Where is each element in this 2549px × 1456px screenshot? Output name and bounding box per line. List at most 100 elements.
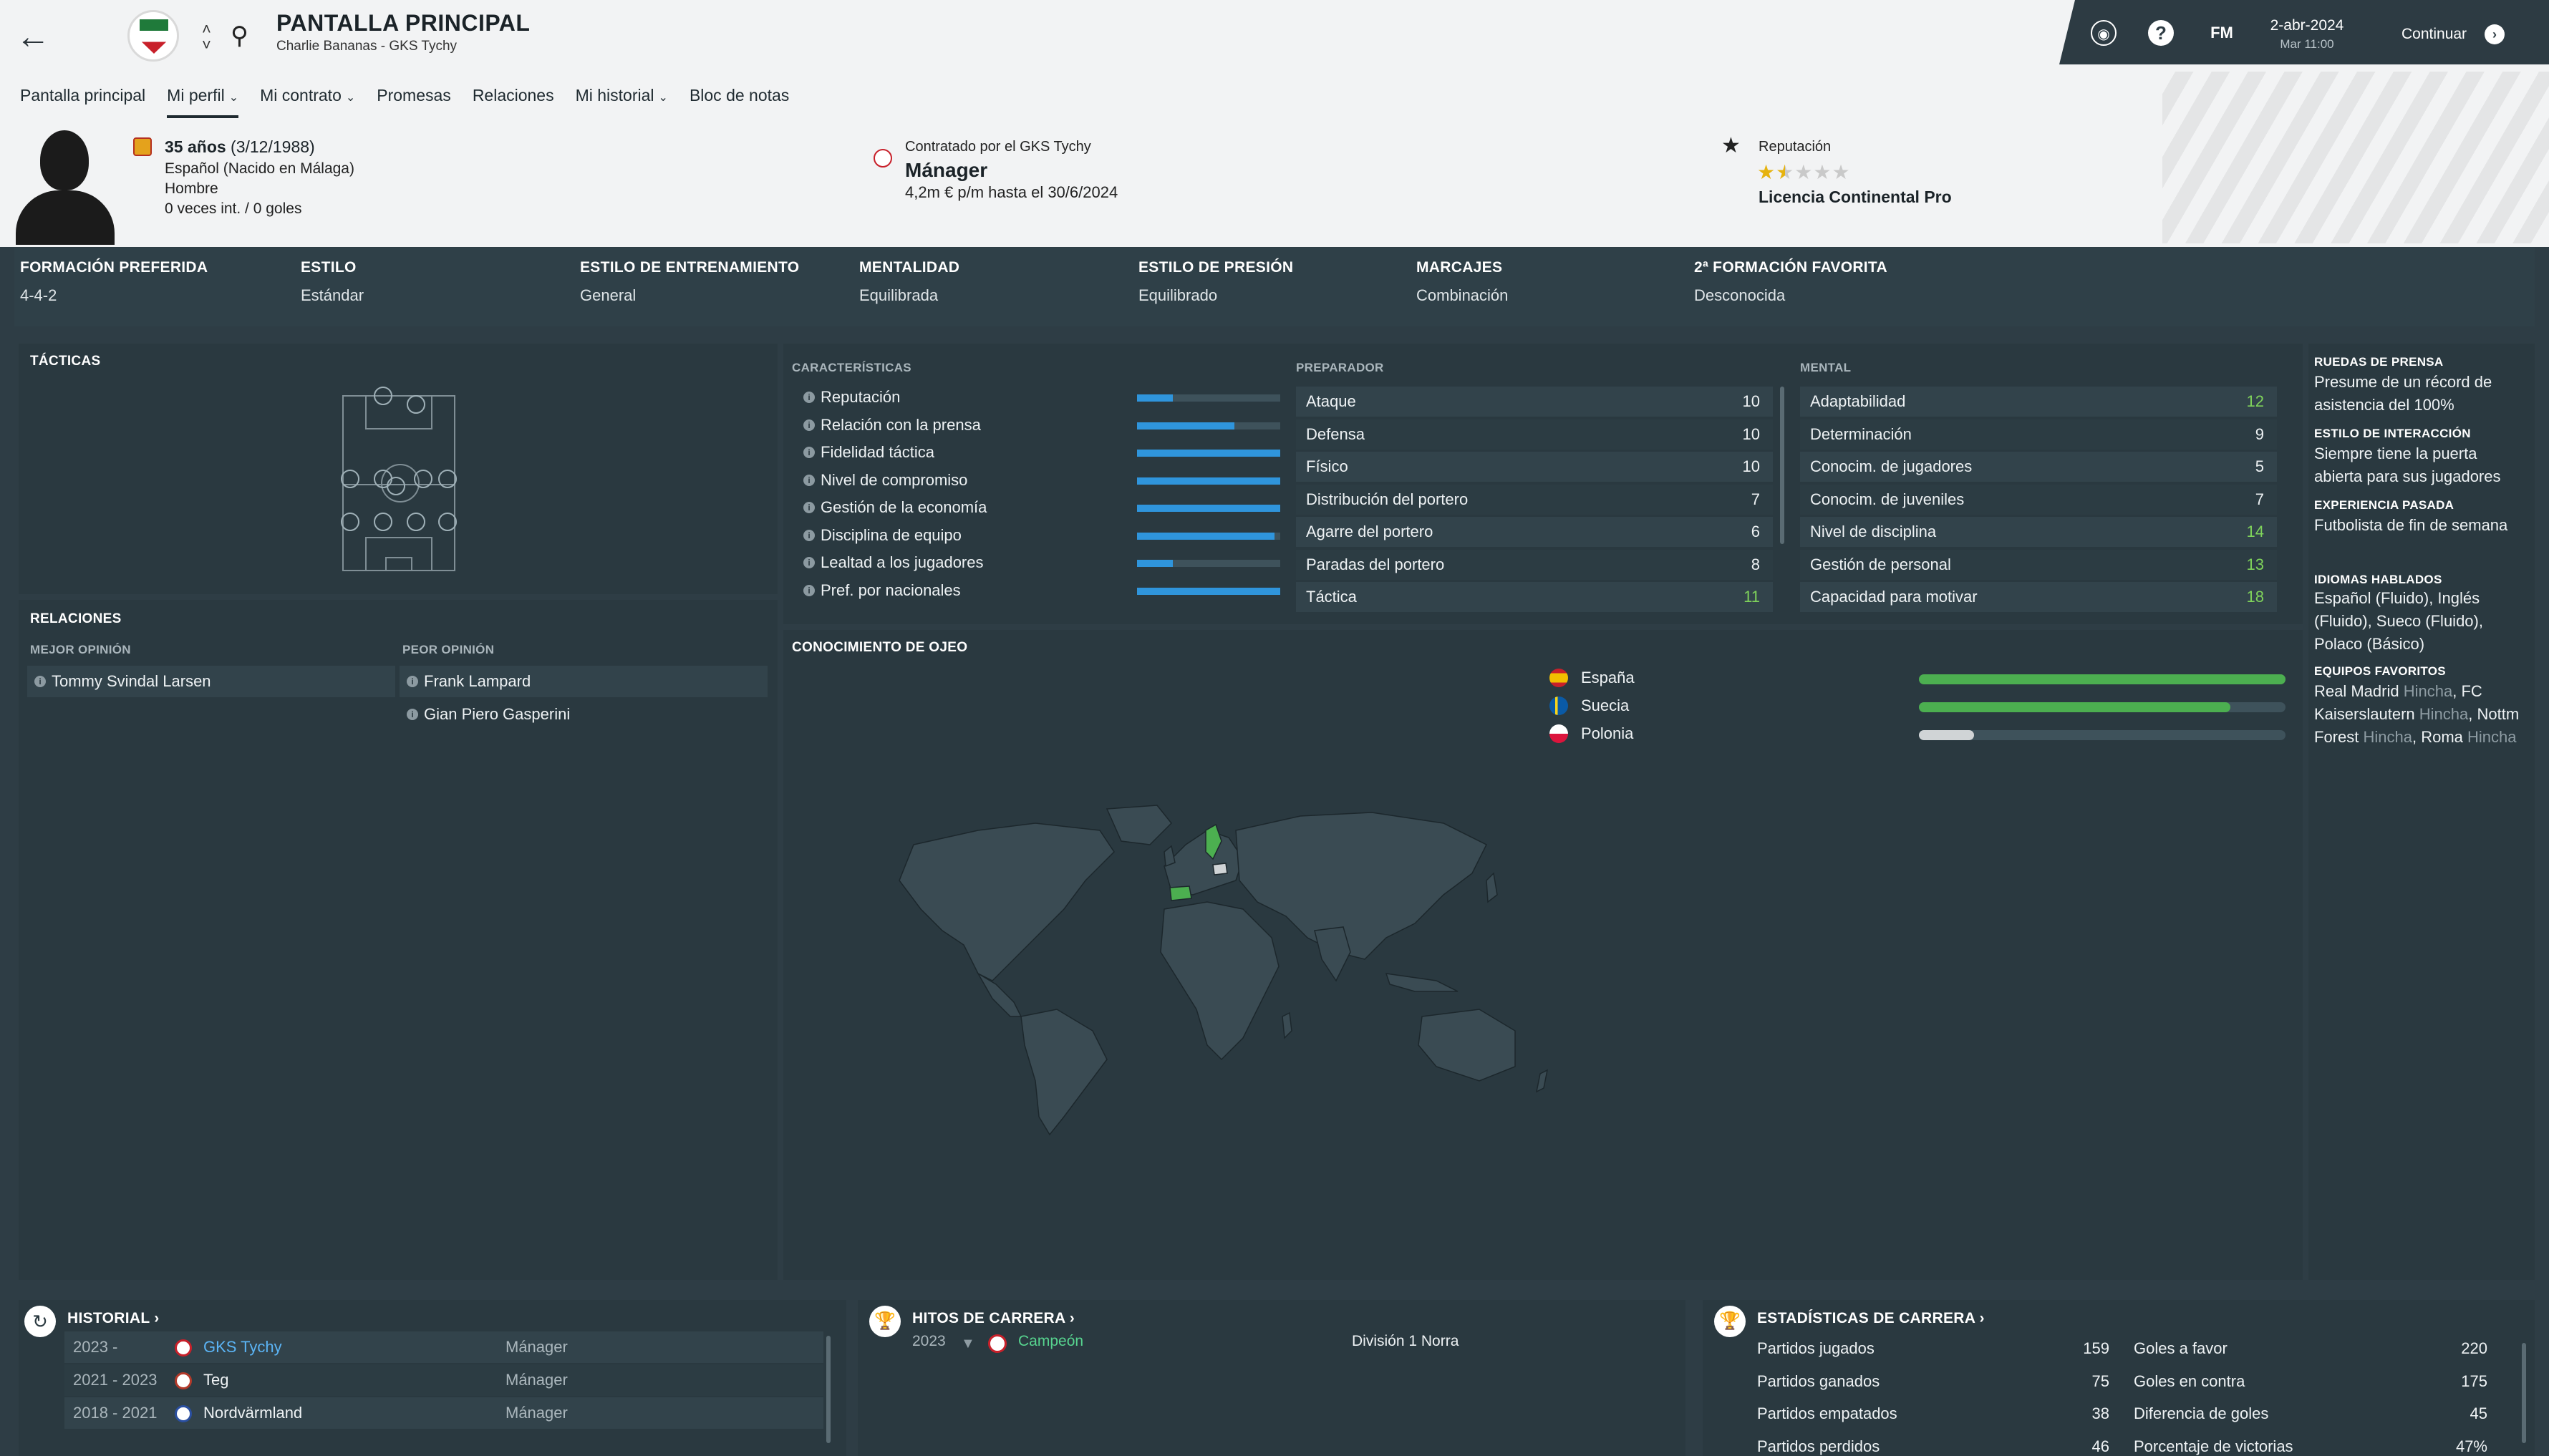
prev-next-arrows-icon[interactable]: ˄ ˅ <box>202 20 211 54</box>
scouting-country-row[interactable]: Polonia <box>1547 722 2291 746</box>
player-position-marker[interactable] <box>407 513 425 531</box>
player-position-marker[interactable] <box>341 513 359 531</box>
tab-2[interactable]: Mi contrato ⌄ <box>260 83 355 118</box>
favourite-team-name[interactable]: Nottm Forest <box>2314 705 2520 746</box>
tab-label: Mi contrato <box>260 86 342 105</box>
history-icon: ↻ <box>24 1306 56 1337</box>
world-map[interactable] <box>871 802 1558 1138</box>
history-title[interactable]: HISTORIAL › <box>67 1310 160 1326</box>
favourite-team-name[interactable]: Roma <box>2421 728 2463 746</box>
worst-opinion-row[interactable]: i Gian Piero Gasperini <box>400 699 768 730</box>
career-stat-value: 159 <box>2083 1339 2109 1357</box>
favourite-team-name[interactable]: Real Madrid <box>2314 682 2399 700</box>
tab-6[interactable]: Bloc de notas <box>690 83 789 118</box>
history-row[interactable]: 2021 - 2023 Teg Mánager <box>64 1364 823 1396</box>
coach-attribute-row[interactable]: Defensa 10 <box>1296 419 1773 450</box>
player-position-marker[interactable] <box>438 513 457 531</box>
coach-attribute-row[interactable]: Agarre del portero 6 <box>1296 517 1773 547</box>
history-scrollbar[interactable] <box>826 1336 831 1443</box>
info-icon[interactable]: i <box>803 419 815 431</box>
info-icon[interactable]: i <box>407 676 418 687</box>
info-icon[interactable]: i <box>803 447 815 458</box>
globe-icon[interactable]: ◉ <box>2091 20 2117 46</box>
coach-title: PREPARADOR <box>1296 361 1384 374</box>
info-icon[interactable]: i <box>803 529 815 541</box>
characteristic-row[interactable]: i Pref. por nacionales <box>796 577 1283 604</box>
tactic-attribute-value: 4-4-2 <box>20 286 57 304</box>
tactics-strip: FORMACIÓN PREFERIDA 4-4-2 ESTILO Estándar ES… <box>14 248 2535 326</box>
characteristic-row[interactable]: i Nivel de compromiso <box>796 467 1283 494</box>
player-position-marker[interactable] <box>374 513 392 531</box>
search-icon[interactable]: ⚲ <box>231 22 248 49</box>
tab-0[interactable]: Pantalla principal <box>20 83 145 118</box>
attribute-value: 9 <box>2255 424 2264 443</box>
career-stat-value: 45 <box>2470 1404 2487 1422</box>
current-time: Mar 11:00 <box>2280 37 2334 51</box>
player-position-marker[interactable] <box>407 395 425 414</box>
info-icon[interactable]: i <box>803 392 815 403</box>
attribute-label: Paradas del portero <box>1306 555 1445 573</box>
scouting-country-row[interactable]: España <box>1547 666 2291 690</box>
mental-attribute-row[interactable]: Adaptabilidad 12 <box>1800 387 2277 417</box>
coach-attribute-row[interactable]: Distribución del portero 7 <box>1296 484 1773 515</box>
coach-attribute-row[interactable]: Táctica 11 <box>1296 582 1773 612</box>
player-position-marker[interactable] <box>341 470 359 488</box>
history-years: 2021 - 2023 <box>73 1371 158 1389</box>
mental-attribute-row[interactable]: Determinación 9 <box>1800 419 2277 450</box>
coach-scrollbar[interactable] <box>1780 387 1784 544</box>
tab-1[interactable]: Mi perfil ⌄ <box>167 83 239 118</box>
history-row[interactable]: 2023 - GKS Tychy Mánager <box>64 1331 823 1363</box>
characteristic-row[interactable]: i Relación con la prensa <box>796 412 1283 439</box>
mental-attribute-row[interactable]: Conocim. de juveniles 7 <box>1800 484 2277 515</box>
info-icon[interactable]: i <box>803 557 815 568</box>
characteristic-row[interactable]: i Gestión de la economía <box>796 494 1283 521</box>
mental-attribute-row[interactable]: Conocim. de jugadores 5 <box>1800 452 2277 482</box>
milestones-title[interactable]: HITOS DE CARRERA › <box>912 1310 1075 1326</box>
career-stat-row: Goles a favor 220 <box>2134 1333 2487 1364</box>
manager-birthdate: (3/12/1988) <box>231 137 315 156</box>
coach-attribute-row[interactable]: Paradas del portero 8 <box>1296 549 1773 580</box>
tab-4[interactable]: Relaciones <box>473 83 554 118</box>
career-stats-title[interactable]: ESTADÍSTICAS DE CARRERA › <box>1757 1310 1985 1326</box>
career-stat-value: 38 <box>2091 1404 2109 1422</box>
history-club: Teg <box>203 1371 229 1389</box>
characteristic-row[interactable]: i Lealtad a los jugadores <box>796 549 1283 576</box>
info-icon[interactable]: i <box>803 474 815 486</box>
history-row[interactable]: 2018 - 2021 Nordvärmland Mánager <box>64 1397 823 1429</box>
info-icon[interactable]: i <box>34 676 46 687</box>
tab-3[interactable]: Promesas <box>377 83 451 118</box>
back-arrow-icon[interactable]: ← <box>16 18 50 56</box>
info-icon[interactable]: i <box>803 584 815 596</box>
info-icon[interactable]: i <box>803 502 815 513</box>
help-icon[interactable]: ? <box>2148 20 2174 46</box>
info-icon[interactable]: i <box>407 709 418 720</box>
worst-opinion-row[interactable]: i Frank Lampard <box>400 666 768 697</box>
coach-attribute-row[interactable]: Ataque 10 <box>1296 387 1773 417</box>
fm-logo-icon[interactable]: FM <box>2210 24 2233 42</box>
characteristic-row[interactable]: i Reputación <box>796 384 1283 411</box>
favourite-team-tag: Hincha <box>2467 728 2517 746</box>
mental-attribute-row[interactable]: Capacidad para motivar 18 <box>1800 582 2277 612</box>
club-crest[interactable] <box>127 10 179 62</box>
continue-button[interactable]: Continuar <box>2402 26 2467 42</box>
player-position-marker[interactable] <box>387 477 405 495</box>
player-position-marker[interactable] <box>374 387 392 405</box>
tab-5[interactable]: Mi historial ⌄ <box>576 83 668 118</box>
milestone-result: Campeón <box>1018 1333 1084 1349</box>
characteristic-row[interactable]: i Fidelidad táctica <box>796 439 1283 466</box>
best-opinion-row[interactable]: i Tommy Svindal Larsen <box>27 666 395 697</box>
mental-attribute-row[interactable]: Gestión de personal 13 <box>1800 549 2277 580</box>
tactics-title: TÁCTICAS <box>30 354 101 369</box>
history-club[interactable]: GKS Tychy <box>203 1338 282 1356</box>
continue-arrow-icon[interactable]: › <box>2485 24 2505 44</box>
mental-attribute-row[interactable]: Nivel de disciplina 14 <box>1800 517 2277 547</box>
contract-label: Contratado por el GKS Tychy <box>905 139 1091 155</box>
career-stats-scrollbar[interactable] <box>2522 1343 2526 1443</box>
scouting-country-row[interactable]: Suecia <box>1547 694 2291 718</box>
coaching-licence: Licencia Continental Pro <box>1759 188 1952 206</box>
player-position-marker[interactable] <box>414 470 432 488</box>
favourite-team-name[interactable]: FC Kaiserslautern <box>2314 682 2482 723</box>
coach-attribute-row[interactable]: Físico 10 <box>1296 452 1773 482</box>
player-position-marker[interactable] <box>438 470 457 488</box>
characteristic-row[interactable]: i Disciplina de equipo <box>796 522 1283 549</box>
